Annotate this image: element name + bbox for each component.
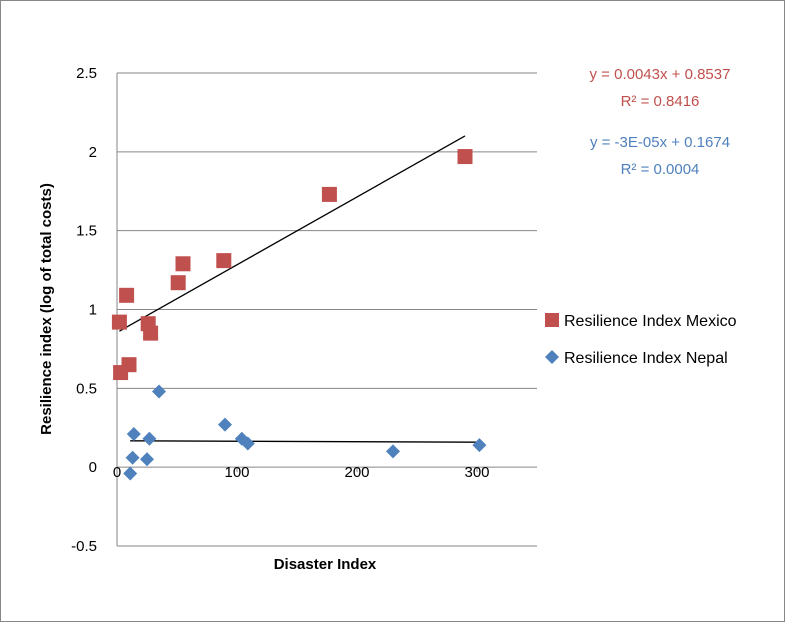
data-point-nepal — [140, 452, 154, 467]
data-point-nepal — [152, 384, 166, 399]
x-tick-label: 300 — [464, 464, 489, 481]
x-tick-label: 0 — [113, 464, 121, 481]
y-tick-label: 2 — [89, 144, 97, 161]
data-points — [111, 149, 487, 481]
y-tick-label: 1.5 — [76, 223, 97, 240]
axes: -0.5 0 0.5 1 1.5 2 2.5 0 100 200 300 — [71, 65, 537, 555]
y-tick-label: 1 — [89, 302, 97, 319]
nepal-trend-equation: y = -3E-05x + 0.1674 — [590, 134, 730, 151]
data-point-mexico — [119, 287, 135, 303]
y-tick-label: 0 — [89, 459, 97, 476]
mexico-trend-r2: R² = 0.8416 — [621, 93, 700, 110]
y-tick-label: -0.5 — [71, 538, 97, 555]
data-point-nepal — [240, 436, 255, 451]
trendline-mexico — [119, 135, 466, 332]
data-point-nepal — [125, 450, 140, 465]
y-tick-label: 2.5 — [76, 65, 97, 82]
data-point-mexico — [457, 149, 473, 165]
data-point-nepal — [126, 427, 141, 442]
data-point-mexico — [170, 275, 186, 291]
data-point-nepal — [123, 466, 138, 481]
trendline-nepal — [130, 440, 480, 443]
legend-label-mexico: Resilience Index Mexico — [564, 313, 737, 330]
data-point-nepal — [386, 444, 400, 459]
nepal-trend-r2: R² = 0.0004 — [621, 161, 700, 178]
x-tick-label: 100 — [224, 464, 249, 481]
x-axis-title: Disaster Index — [274, 556, 377, 573]
y-axis-title: Resilience index (log of total costs) — [38, 183, 55, 435]
gridlines — [117, 72, 537, 547]
data-point-nepal — [472, 438, 487, 453]
legend-label-nepal: Resilience Index Nepal — [564, 350, 728, 367]
legend-marker-mexico — [545, 313, 559, 327]
x-tick-label: 200 — [344, 464, 369, 481]
data-point-mexico — [216, 253, 232, 269]
y-tick-label: 0.5 — [76, 380, 97, 397]
data-point-nepal — [218, 417, 232, 432]
data-point-mexico — [321, 186, 337, 202]
data-point-mexico — [121, 357, 137, 373]
mexico-trend-equation: y = 0.0043x + 0.8537 — [590, 66, 731, 83]
data-point-mexico — [175, 256, 191, 272]
data-point-mexico — [143, 325, 159, 341]
legend: Resilience Index Mexico Resilience Index… — [545, 313, 737, 367]
trendlines — [119, 135, 480, 443]
legend-marker-nepal — [545, 350, 559, 364]
data-point-mexico — [111, 314, 127, 330]
data-point-nepal — [142, 431, 157, 446]
